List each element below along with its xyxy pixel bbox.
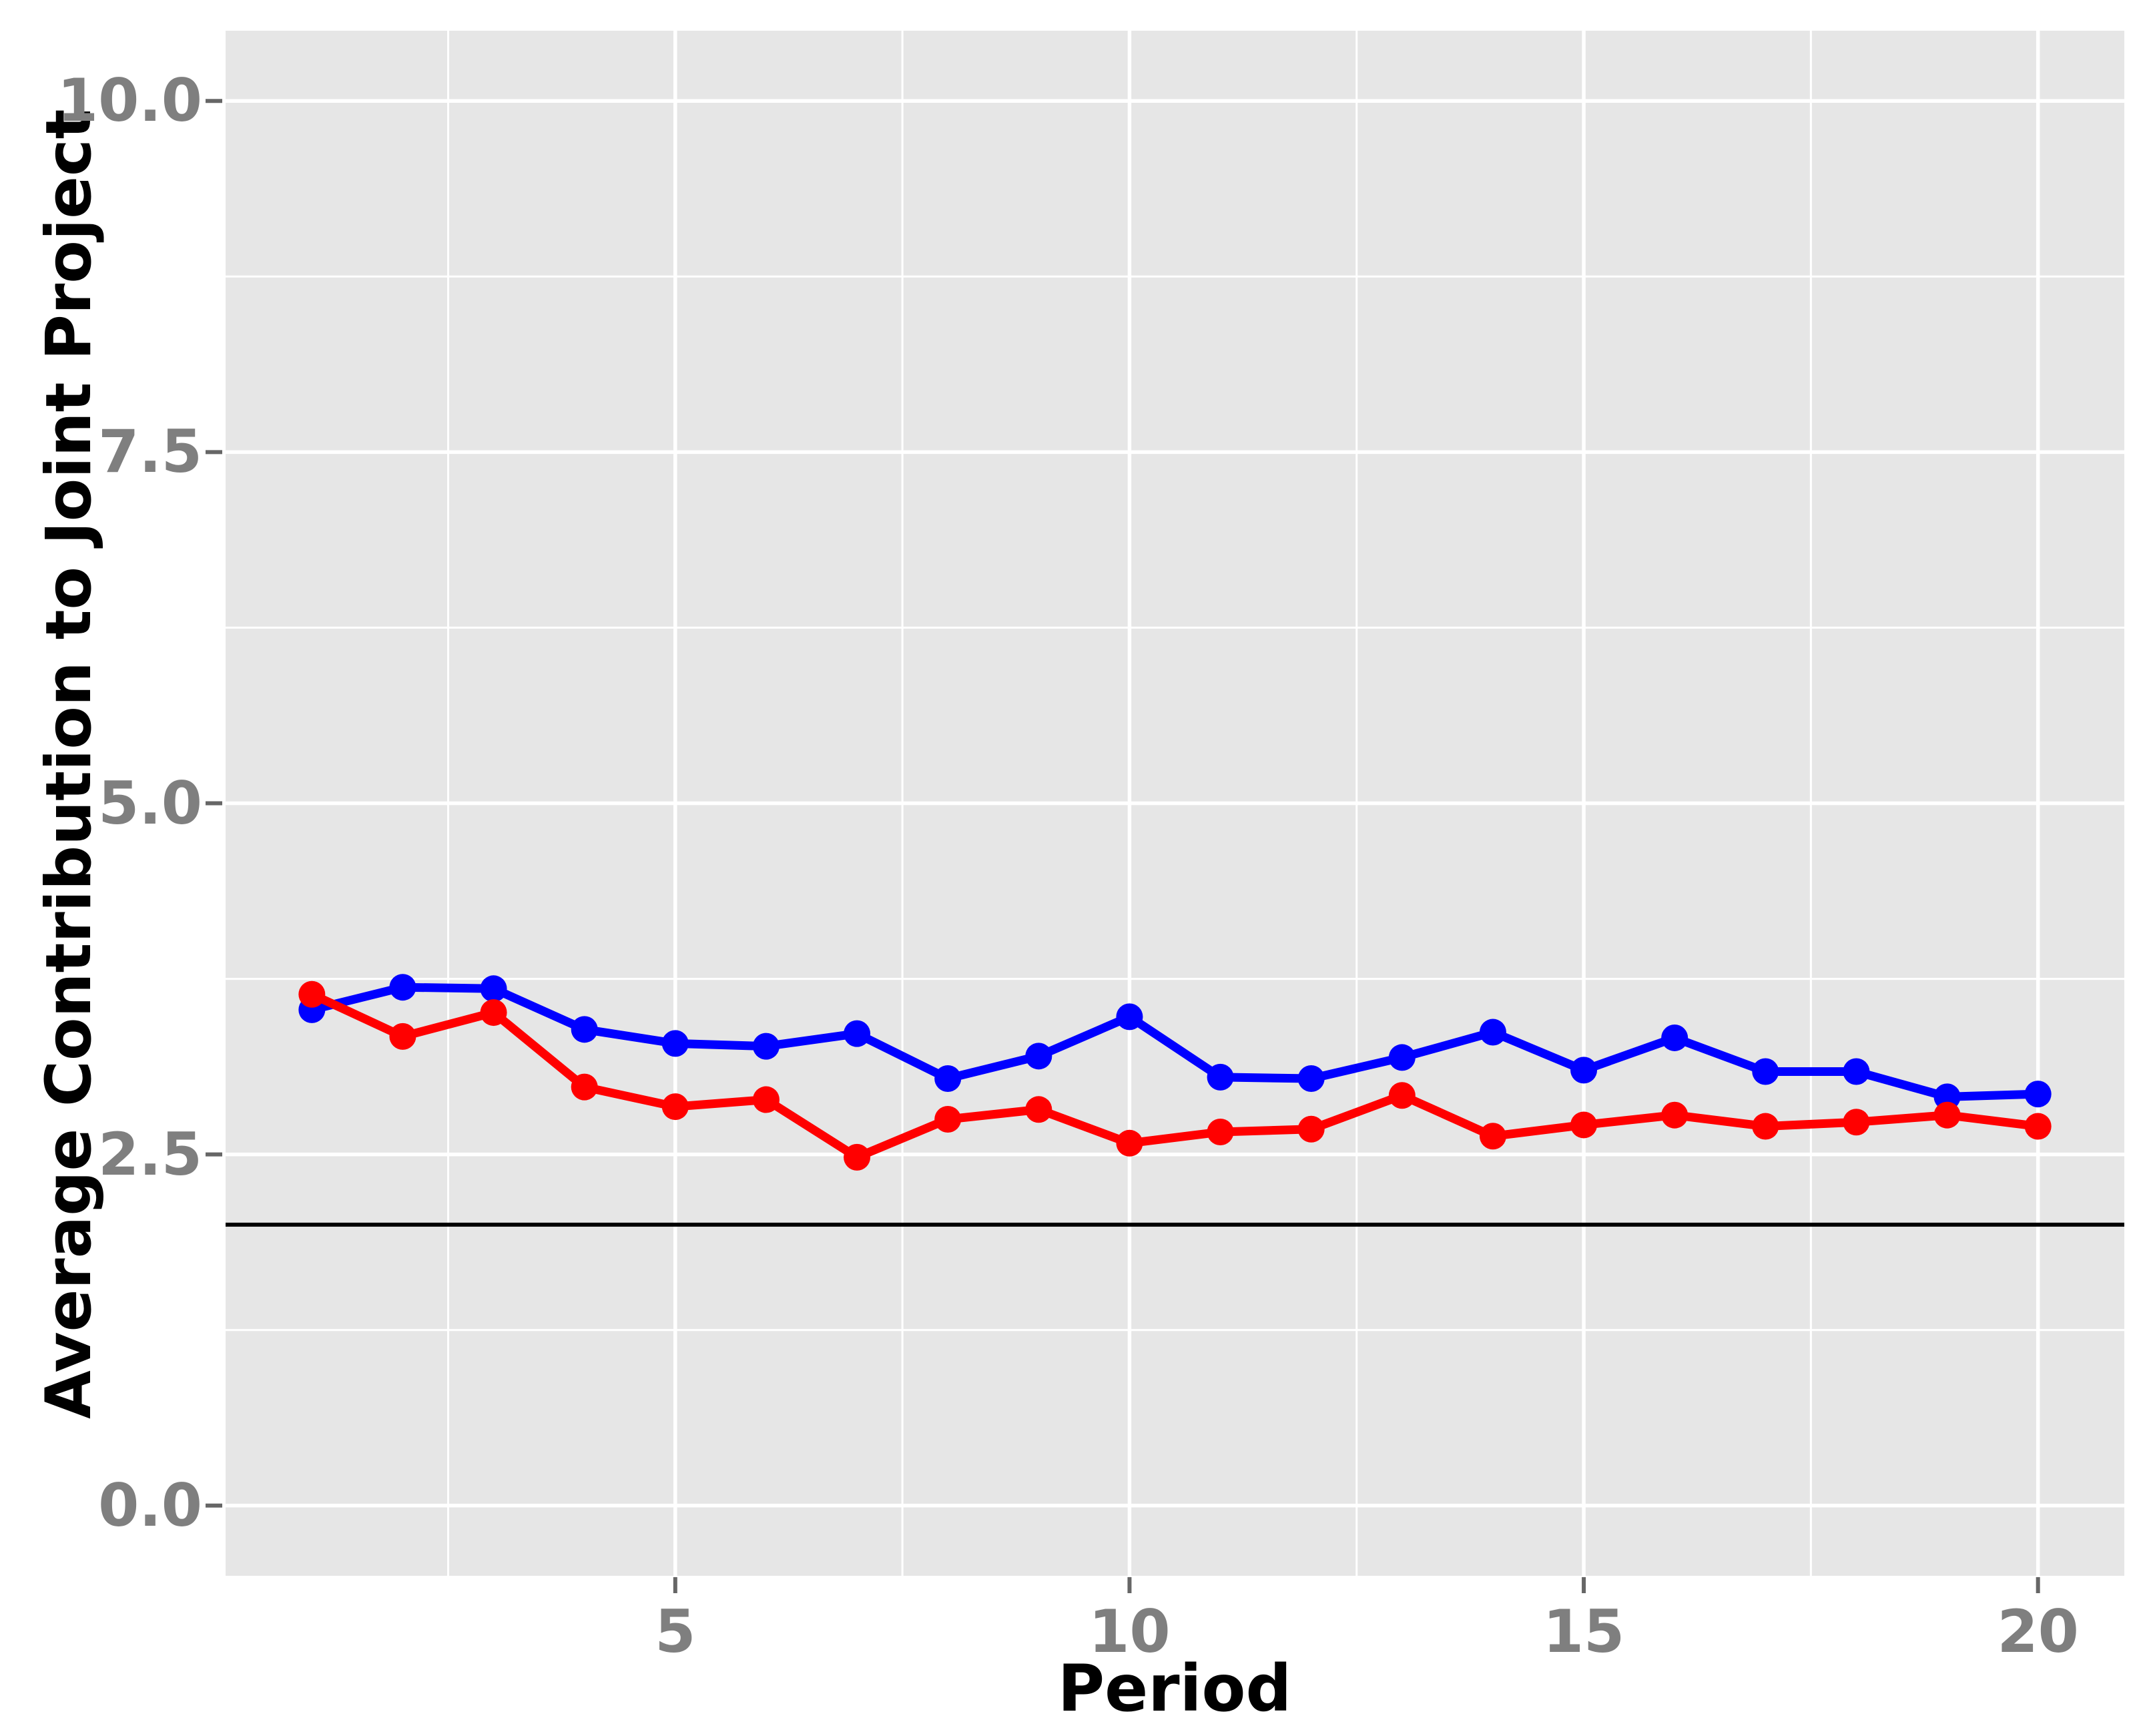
- data-point-blue-series: [1297, 1065, 1325, 1092]
- data-point-red-series: [752, 1086, 780, 1113]
- data-point-blue-series: [1025, 1043, 1052, 1070]
- data-point-blue-series: [1843, 1058, 1870, 1085]
- data-point-red-series: [2024, 1113, 2052, 1140]
- data-point-blue-series: [1116, 1003, 1143, 1031]
- x-tick-label: 5: [655, 1597, 696, 1666]
- data-point-blue-series: [1570, 1057, 1598, 1084]
- data-point-red-series: [1025, 1096, 1052, 1123]
- data-point-red-series: [844, 1143, 871, 1171]
- x-tick-label: 15: [1542, 1597, 1625, 1666]
- data-point-red-series: [571, 1073, 598, 1101]
- data-point-blue-series: [389, 974, 416, 1001]
- data-point-red-series: [298, 980, 326, 1008]
- data-point-blue-series: [1388, 1044, 1416, 1071]
- data-point-blue-series: [1752, 1058, 1779, 1085]
- y-tick-label: 2.5: [98, 1119, 202, 1189]
- data-point-blue-series: [1479, 1019, 1506, 1046]
- data-point-red-series: [661, 1093, 689, 1121]
- data-point-red-series: [1843, 1109, 1870, 1136]
- data-point-blue-series: [2024, 1081, 2052, 1108]
- data-point-blue-series: [571, 1016, 598, 1043]
- data-point-blue-series: [1661, 1024, 1689, 1051]
- data-point-red-series: [934, 1106, 962, 1133]
- data-point-blue-series: [752, 1033, 780, 1060]
- data-point-red-series: [1479, 1123, 1506, 1150]
- data-point-red-series: [1661, 1101, 1689, 1129]
- data-point-blue-series: [934, 1065, 962, 1092]
- data-point-red-series: [1570, 1111, 1598, 1139]
- y-tick-label: 7.5: [98, 417, 202, 487]
- x-axis-title: Period: [1057, 1651, 1292, 1726]
- x-tick-label: 20: [1997, 1597, 2079, 1666]
- series-line-blue-series: [307, 982, 2043, 1101]
- data-point-blue-series: [1207, 1063, 1234, 1091]
- y-tick-label: 10.0: [57, 66, 202, 135]
- data-point-red-series: [389, 1023, 416, 1050]
- data-point-red-series: [1297, 1115, 1325, 1143]
- data-point-red-series: [1388, 1082, 1416, 1109]
- data-point-blue-series: [1933, 1083, 1961, 1111]
- data-point-red-series: [480, 999, 507, 1027]
- y-tick-label: 0.0: [98, 1470, 202, 1540]
- data-point-blue-series: [480, 975, 507, 1002]
- data-point-blue-series: [661, 1030, 689, 1057]
- y-tick-label: 5.0: [98, 768, 202, 838]
- x-tick-label: 10: [1089, 1597, 1171, 1666]
- data-point-red-series: [1207, 1118, 1234, 1145]
- data-point-blue-series: [844, 1020, 871, 1047]
- data-point-red-series: [1116, 1129, 1143, 1157]
- data-point-red-series: [1752, 1113, 1779, 1140]
- data-point-red-series: [1933, 1101, 1961, 1129]
- series-line-red-series: [307, 990, 2043, 1162]
